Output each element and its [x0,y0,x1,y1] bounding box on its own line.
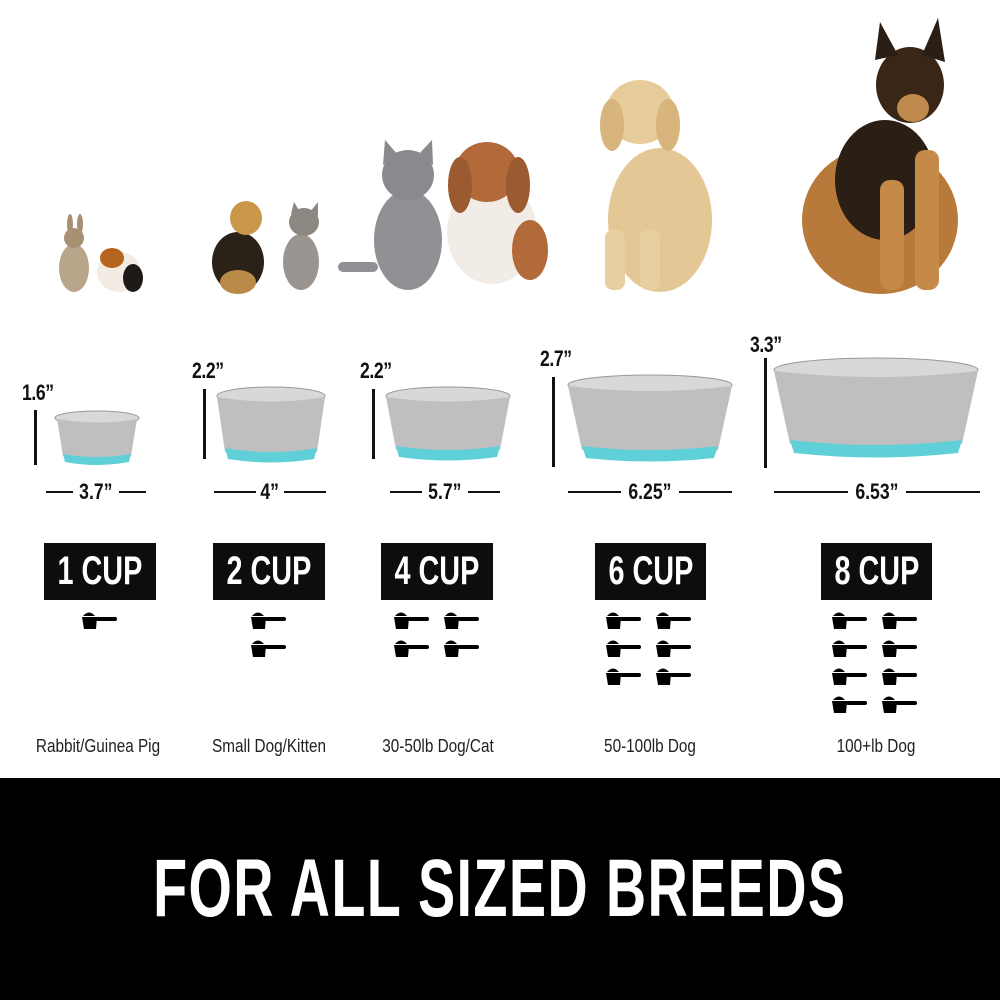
bowl-width-dimension: 3.7” [46,479,146,504]
bowl-image [54,410,140,465]
bowl-width-label: 3.7” [79,479,113,504]
measuring-cup-icon [831,665,869,687]
measuring-cup-icon [81,609,119,631]
measuring-cup-icon [393,637,431,659]
bowl-image [385,386,511,461]
bowl-width-dimension: 6.53” [774,479,981,504]
bowl-height-label: 2.2” [192,358,224,383]
gray-cat-image [338,140,442,290]
capacity-badge: 8 CUP [821,543,932,600]
golden-retriever-image [600,80,712,292]
guinea-pig-image [97,248,143,292]
banner: FOR ALL SIZED BREEDS [0,778,1000,1000]
measuring-cup-icon [393,609,431,631]
breed-label: 100+lb Dog [836,736,916,756]
measuring-cup-icon [443,609,481,631]
havanese-dog-image [447,142,548,284]
bowl-width-label: 6.53” [855,479,899,504]
measuring-cup-icon [655,609,693,631]
bowl-width-dimension: 5.7” [390,479,500,504]
breed-label: 30-50lb Dog/Cat [382,736,494,756]
measuring-cup-icon [655,637,693,659]
measuring-cup-icon [605,665,643,687]
bowl-width-dimension: 6.25” [568,479,733,504]
yorkie-image [212,201,264,294]
german-shepherd-image [802,18,958,294]
measuring-cup-icon [831,637,869,659]
animals-illustration [59,18,958,294]
measuring-cup-icon [443,637,481,659]
bowl-width-dimension: 4” [214,479,326,504]
measuring-cup-icon [881,637,919,659]
measuring-cup-icon [831,693,869,715]
height-dimension-line [764,358,767,468]
kitten-image [283,202,319,290]
height-dimension-line [372,389,375,459]
measuring-cup-icon [881,609,919,631]
breed-label: 50-100lb Dog [604,736,696,756]
bowl-width-label: 6.25” [628,479,672,504]
measuring-cup-icon [881,665,919,687]
measuring-cup-icon [881,693,919,715]
capacity-badge: 4 CUP [381,543,493,600]
bowl-image [773,357,979,458]
measuring-cup-icon [831,609,869,631]
height-dimension-line [34,410,37,465]
breed-label: Rabbit/Guinea Pig [35,736,161,756]
bowl-height-label: 3.3” [750,332,782,357]
bowl-width-label: 4” [260,479,280,504]
bowl-height-label: 2.7” [540,346,572,371]
breed-label: Small Dog/Kitten [212,736,326,756]
rabbit-image [59,214,89,292]
measuring-cup-icon [605,609,643,631]
capacity-badge: 2 CUP [213,543,325,600]
bowl-width-label: 5.7” [428,479,462,504]
banner-text: FOR ALL SIZED BREEDS [153,843,847,934]
capacity-badge: 6 CUP [595,543,706,600]
bowl-height-label: 2.2” [360,358,392,383]
measuring-cup-icon [250,637,288,659]
capacity-badge: 1 CUP [44,543,156,600]
height-dimension-line [203,389,206,459]
bowl-height-label: 1.6” [22,380,54,405]
measuring-cup-icon [605,637,643,659]
measuring-cup-icon [655,665,693,687]
measuring-cup-icon [250,609,288,631]
bowl-image [216,386,326,463]
height-dimension-line [552,377,555,467]
bowl-image [567,374,733,462]
